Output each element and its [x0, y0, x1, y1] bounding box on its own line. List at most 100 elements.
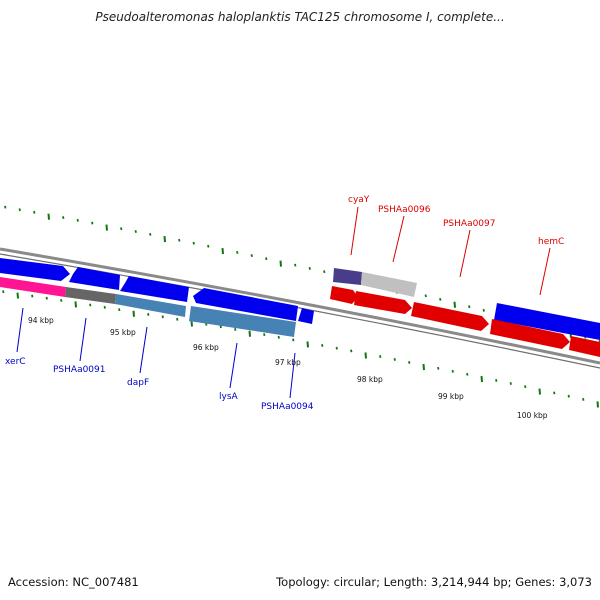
- tick-mark: [91, 221, 94, 225]
- gene-PSHAa0096[interactable]: [354, 291, 412, 314]
- gene-cyaY[interactable]: [330, 286, 358, 304]
- tick-mark: [147, 312, 150, 316]
- tick-mark: [364, 352, 367, 359]
- tick-mark: [250, 254, 253, 257]
- gene-hemC-next[interactable]: [569, 336, 600, 357]
- gene-label[interactable]: dapF: [127, 378, 149, 388]
- leader-line: [539, 247, 551, 296]
- tick-mark: [265, 257, 268, 261]
- tick-mark: [582, 397, 585, 401]
- tick-mark: [149, 232, 152, 236]
- tick-mark: [207, 244, 210, 248]
- tick-mark: [18, 208, 21, 212]
- tick-mark: [74, 301, 77, 308]
- tick-mark: [163, 235, 166, 243]
- gene-labels: xerC PSHAa0091 dapF lysA PSHAa0094 cyaY PSHAa0…: [5, 195, 564, 412]
- tick-mark: [236, 250, 239, 254]
- tick-mark: [424, 294, 427, 298]
- leader-line: [392, 215, 405, 263]
- tick-mark: [350, 349, 353, 353]
- gene-label[interactable]: PSHAa0094: [261, 402, 314, 412]
- tick-label: 96 kbp: [193, 343, 219, 352]
- reverse-strand-genes: [0, 258, 600, 340]
- accession-text: Accession: NC_007481: [8, 575, 139, 589]
- gene-hemC-reverse-neighbor[interactable]: [494, 303, 600, 340]
- backbone-outer: [0, 247, 600, 365]
- tick-mark: [306, 341, 309, 348]
- tick-mark: [178, 238, 181, 242]
- tick-mark: [47, 213, 50, 220]
- tick-mark: [335, 346, 338, 350]
- gene-label[interactable]: PSHAa0096: [378, 205, 431, 215]
- category-cyaY: [333, 268, 362, 285]
- gene-dapF[interactable]: [120, 276, 189, 302]
- gene-PSHAa0097[interactable]: [411, 302, 489, 331]
- tick-labels: 94 kbp 95 kbp 96 kbp 97 kbp 98 kbp 99 kbp 100 …: [28, 316, 548, 420]
- tick-mark: [118, 308, 121, 312]
- tick-mark: [60, 299, 63, 302]
- tick-mark: [31, 294, 34, 298]
- tick-mark: [277, 335, 280, 339]
- gene-label[interactable]: cyaY: [348, 195, 370, 205]
- gene-xerC[interactable]: [0, 258, 70, 281]
- tick-mark: [234, 327, 237, 331]
- tick-mark: [408, 360, 411, 364]
- tick-mark: [379, 355, 382, 359]
- tick-mark: [453, 301, 456, 308]
- inner-tick-track: [2, 290, 599, 408]
- tick-mark: [437, 366, 440, 370]
- gene-label[interactable]: PSHAa0091: [53, 365, 105, 375]
- category-PSHAa0096: [361, 272, 417, 297]
- tick-mark: [176, 317, 179, 321]
- category-track: [0, 268, 417, 337]
- gene-PSHAa0091[interactable]: [69, 267, 120, 290]
- tick-mark: [103, 305, 106, 309]
- gene-PSHAa0094[interactable]: [298, 308, 314, 324]
- tick-label: 95 kbp: [110, 328, 136, 337]
- tick-mark: [134, 230, 137, 233]
- gene-label[interactable]: lysA: [219, 392, 239, 402]
- tick-label: 100 kbp: [517, 411, 548, 420]
- tick-mark: [321, 343, 324, 347]
- tick-mark: [89, 303, 92, 307]
- tick-mark: [439, 297, 442, 301]
- category-lysA: [189, 306, 296, 337]
- leader-line: [139, 326, 148, 374]
- tick-mark: [468, 305, 471, 309]
- tick-mark: [451, 369, 454, 373]
- tick-mark: [538, 388, 541, 395]
- gene-label[interactable]: PSHAa0097: [443, 219, 495, 229]
- tick-mark: [495, 378, 498, 382]
- tick-mark: [76, 218, 79, 222]
- category-dapF: [115, 294, 186, 317]
- gene-label[interactable]: xerC: [5, 357, 26, 367]
- tick-mark: [553, 391, 556, 395]
- tick-label: 97 kbp: [275, 358, 301, 367]
- tick-mark: [422, 363, 425, 371]
- tick-mark: [524, 385, 527, 389]
- tick-mark: [567, 394, 570, 398]
- tick-mark: [62, 216, 65, 220]
- tick-mark: [279, 260, 282, 267]
- gene-hemC[interactable]: [490, 319, 570, 349]
- leader-line: [350, 206, 359, 256]
- gene-lysA[interactable]: [193, 288, 298, 321]
- leader-line: [459, 229, 471, 278]
- tick-mark: [2, 290, 5, 294]
- map-title: Pseudoalteromonas haloplanktis TAC125 ch…: [95, 10, 505, 24]
- tick-mark: [45, 296, 48, 300]
- tick-mark: [393, 358, 396, 361]
- tick-label: 99 kbp: [438, 392, 464, 401]
- tick-mark: [466, 372, 469, 376]
- tick-mark: [16, 292, 19, 299]
- tick-mark: [221, 247, 224, 255]
- tick-mark: [482, 308, 485, 312]
- leader-line: [289, 352, 296, 399]
- tick-mark: [263, 333, 266, 337]
- tick-mark: [308, 266, 311, 270]
- tick-mark: [4, 205, 7, 209]
- tick-mark: [292, 338, 295, 342]
- gene-label[interactable]: hemC: [538, 237, 564, 247]
- forward-strand-genes: [330, 286, 600, 357]
